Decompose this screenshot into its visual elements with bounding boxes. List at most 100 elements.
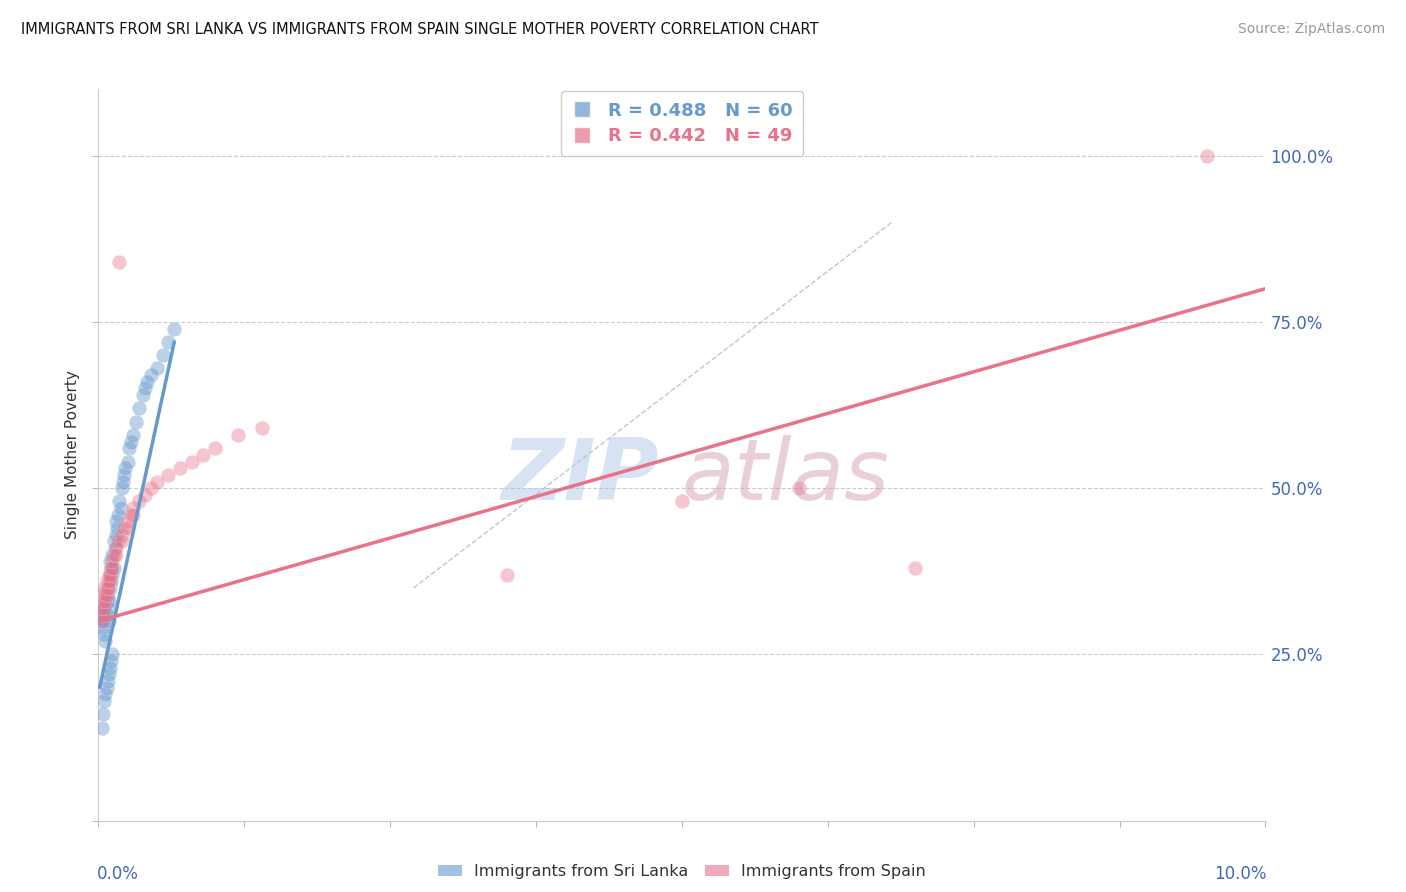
Legend: Immigrants from Sri Lanka, Immigrants from Spain: Immigrants from Sri Lanka, Immigrants fr…: [432, 858, 932, 886]
Point: [104, 548, 127, 562]
Point: [96, 594, 118, 608]
Text: ZIP: ZIP: [501, 435, 658, 518]
Point: [90, 721, 112, 735]
Point: [97, 574, 120, 589]
Point: [134, 488, 156, 502]
Text: Source: ZipAtlas.com: Source: ZipAtlas.com: [1237, 22, 1385, 37]
Point: [103, 534, 125, 549]
Point: [97, 673, 120, 688]
Point: [105, 521, 128, 535]
Point: [111, 475, 134, 489]
Text: IMMIGRANTS FROM SRI LANKA VS IMMIGRANTS FROM SPAIN SINGLE MOTHER POVERTY CORRELA: IMMIGRANTS FROM SRI LANKA VS IMMIGRANTS …: [21, 22, 818, 37]
Y-axis label: Single Mother Poverty: Single Mother Poverty: [65, 370, 80, 540]
Point: [93, 581, 115, 595]
Point: [97, 600, 120, 615]
Point: [112, 467, 135, 482]
Point: [193, 448, 215, 462]
Point: [90, 614, 112, 628]
Point: [103, 561, 125, 575]
Point: [120, 508, 142, 522]
Point: [91, 707, 114, 722]
Point: [91, 594, 114, 608]
Point: [139, 368, 162, 383]
Point: [98, 567, 121, 582]
Point: [228, 428, 250, 442]
Point: [117, 454, 139, 468]
Point: [122, 501, 145, 516]
Point: [117, 521, 139, 535]
Point: [122, 508, 145, 522]
Point: [108, 494, 131, 508]
Point: [96, 581, 118, 595]
Point: [204, 442, 226, 456]
Point: [157, 334, 180, 349]
Point: [136, 375, 159, 389]
Point: [93, 614, 115, 628]
Point: [101, 561, 124, 575]
Point: [96, 588, 118, 602]
Point: [101, 567, 124, 582]
Point: [94, 594, 117, 608]
Point: [169, 461, 191, 475]
Point: [104, 515, 127, 529]
Point: [93, 600, 115, 615]
Point: [100, 561, 122, 575]
Point: [104, 541, 127, 555]
Point: [97, 588, 120, 602]
Point: [97, 581, 120, 595]
Point: [93, 627, 115, 641]
Point: [128, 494, 150, 508]
Point: [101, 554, 124, 568]
Point: [104, 527, 127, 541]
Point: [146, 475, 169, 489]
Point: [96, 607, 118, 622]
Point: [125, 415, 148, 429]
Point: [94, 607, 117, 622]
Point: [128, 401, 150, 416]
Point: [1195, 149, 1218, 163]
Point: [112, 521, 135, 535]
Point: [91, 607, 114, 622]
Point: [101, 648, 124, 662]
Point: [98, 567, 121, 582]
Point: [94, 634, 117, 648]
Point: [103, 548, 125, 562]
Point: [122, 428, 145, 442]
Point: [97, 594, 120, 608]
Point: [120, 434, 142, 449]
Point: [98, 554, 121, 568]
Point: [110, 501, 132, 516]
Point: [90, 600, 112, 615]
Point: [139, 481, 162, 495]
Point: [132, 388, 155, 402]
Point: [98, 661, 121, 675]
Point: [91, 607, 114, 622]
Point: [100, 654, 122, 668]
Point: [180, 454, 202, 468]
Point: [90, 588, 112, 602]
Point: [104, 541, 127, 555]
Point: [111, 527, 134, 541]
Point: [152, 348, 174, 362]
Text: atlas: atlas: [682, 435, 890, 518]
Point: [94, 588, 117, 602]
Point: [100, 561, 122, 575]
Text: 10.0%: 10.0%: [1213, 864, 1267, 882]
Point: [97, 581, 120, 595]
Point: [96, 681, 118, 695]
Point: [787, 481, 810, 495]
Point: [107, 534, 129, 549]
Point: [117, 515, 139, 529]
Point: [93, 694, 115, 708]
Point: [97, 614, 120, 628]
Point: [114, 461, 136, 475]
Point: [93, 600, 115, 615]
Point: [97, 567, 120, 582]
Point: [904, 561, 927, 575]
Point: [250, 421, 273, 435]
Point: [90, 614, 112, 628]
Point: [111, 481, 134, 495]
Point: [98, 574, 121, 589]
Point: [100, 574, 122, 589]
Point: [118, 442, 141, 456]
